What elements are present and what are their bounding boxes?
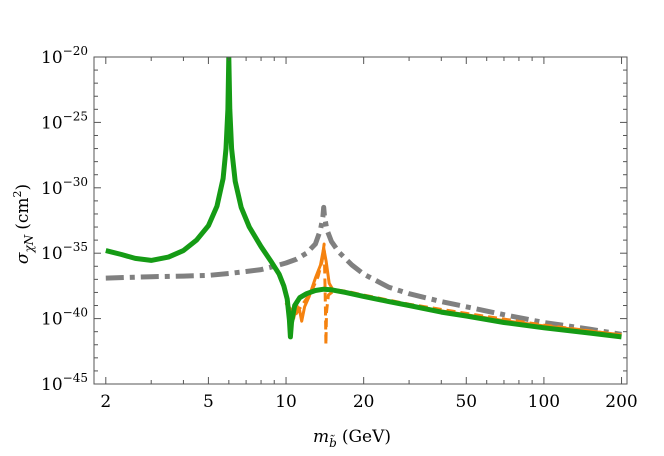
y-tick-label: 10−30 [41, 175, 88, 199]
x-tick-label: 2 [100, 392, 111, 412]
y-tick-label: 10−45 [41, 371, 88, 395]
x-tick-label: 20 [353, 392, 375, 412]
y-tick-label: 10−35 [41, 240, 88, 264]
x-tick-label: 10 [275, 392, 297, 412]
y-tick-label: 10−25 [41, 109, 88, 133]
y-tick-label: 10−20 [41, 44, 88, 68]
x-tick-label: 200 [605, 392, 637, 412]
ticks-layer [94, 56, 627, 385]
x-axis-label: mb̃ (GeV) [313, 427, 391, 450]
x-tick-label: 100 [528, 392, 560, 412]
y-axis-label: σχN(cm2) [11, 184, 36, 264]
curves-layer [105, 57, 622, 347]
tick-labels-layer: 2 5 10 20 50 100 200 10−20 10−25 10−30 10−35 10−40 1… [41, 44, 638, 412]
plot-frame [93, 56, 628, 385]
y-tick-label: 10−40 [41, 306, 88, 330]
x-tick-label: 5 [203, 392, 214, 412]
series-line-1 [105, 204, 622, 337]
series-line-4 [105, 57, 622, 340]
x-tick-label: 50 [455, 392, 477, 412]
